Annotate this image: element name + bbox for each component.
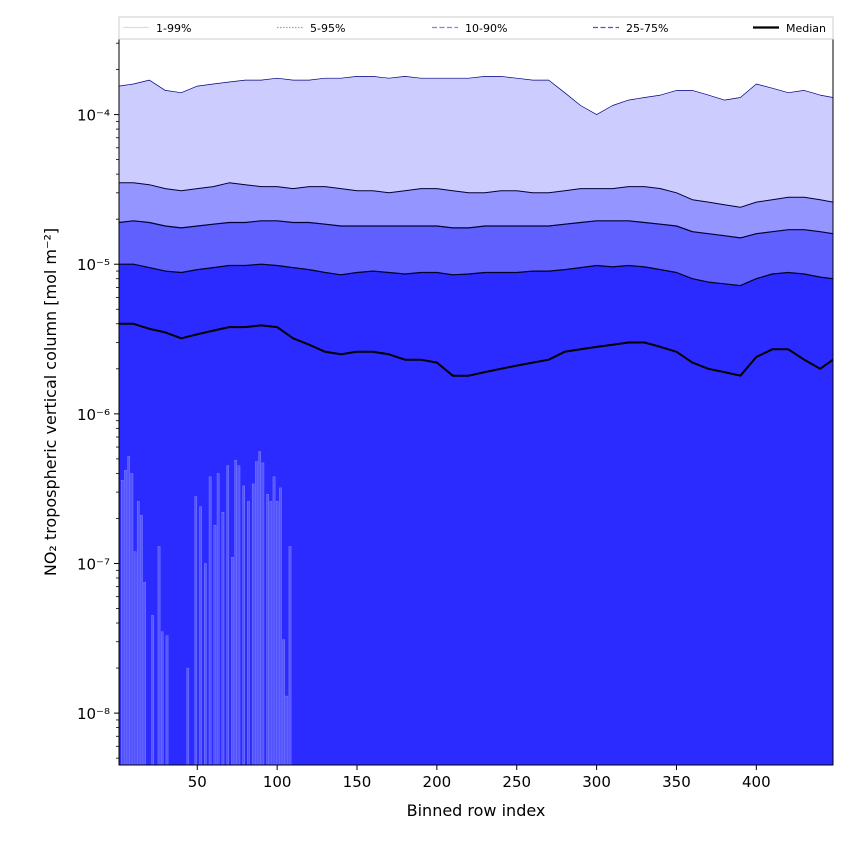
x-tick-label: 200	[423, 773, 452, 791]
x-tick-label: 250	[502, 773, 531, 791]
y-tick-label: 10⁻⁵	[77, 256, 110, 274]
low-percentile-spike	[133, 551, 137, 766]
legend-label: 5-95%	[310, 22, 345, 35]
low-percentile-spike	[165, 635, 169, 766]
low-percentile-spike	[279, 487, 282, 766]
low-percentile-spike	[151, 615, 154, 766]
low-percentile-spike	[140, 515, 143, 766]
legend: 1-99% 5-95% 10-90% 25-75% Median	[118, 16, 834, 40]
line-75	[118, 220, 834, 239]
band-10-90	[119, 182, 833, 238]
low-percentile-spike	[120, 480, 124, 766]
low-percentile-spike	[130, 473, 134, 766]
legend-box	[118, 16, 834, 40]
low-percentile-spike	[213, 525, 217, 766]
low-percentile-spike	[208, 476, 212, 766]
low-percentile-spike	[237, 465, 241, 766]
x-tick-label: 100	[263, 773, 292, 791]
low-percentile-spike	[143, 581, 146, 766]
low-percentile-spike	[272, 476, 276, 766]
low-percentile-spike	[275, 501, 279, 766]
x-tick-label: 350	[662, 773, 691, 791]
plot-area	[119, 76, 833, 766]
x-tick-label: 400	[742, 773, 771, 791]
legend-label: 1-99%	[156, 22, 191, 35]
low-percentile-spike	[255, 461, 258, 766]
low-percentile-spike	[261, 462, 265, 766]
line-25	[119, 263, 834, 287]
low-percentile-spike	[216, 473, 220, 766]
low-percentile-spike	[157, 546, 161, 766]
y-tick-label: 10⁻⁸	[77, 705, 110, 723]
y-axis-label: NO₂ tropospheric vertical column [mol m⁻…	[41, 228, 60, 576]
low-percentile-spike	[285, 695, 289, 766]
low-percentile-spike	[242, 485, 245, 766]
x-axis-label: Binned row index	[407, 801, 546, 820]
low-percentile-spike	[124, 470, 127, 766]
band-5-95	[119, 76, 833, 208]
x-tick-label: 150	[343, 773, 372, 791]
legend-label: 25-75%	[626, 22, 668, 35]
legend-label: Median	[786, 22, 826, 35]
low-percentile-spike	[266, 494, 269, 766]
low-percentile-spike	[231, 557, 234, 766]
low-percentile-spike	[269, 501, 273, 766]
low-percentile-spike	[234, 460, 238, 766]
low-percentile-spike	[186, 667, 190, 766]
low-percentile-spike	[282, 639, 285, 766]
low-percentile-spike	[160, 631, 164, 766]
line-95	[118, 76, 834, 115]
series-lines	[118, 76, 834, 377]
line-90	[119, 182, 834, 208]
low-percentile-spike	[136, 501, 140, 766]
line-median	[119, 322, 834, 377]
x-axis: 50 100 150 200 250 300 350 400	[188, 765, 771, 791]
low-percentile-spike	[199, 506, 202, 766]
low-percentile-spike	[194, 496, 198, 766]
low-percentile-spike	[288, 546, 292, 766]
x-tick-label: 50	[188, 773, 207, 791]
low-percentile-spike	[127, 456, 130, 766]
x-tick-label: 300	[582, 773, 611, 791]
low-percentile-spike	[221, 512, 225, 766]
low-percentile-spike	[251, 483, 255, 766]
y-tick-label: 10⁻⁶	[77, 406, 110, 424]
band-25-75	[119, 220, 833, 286]
low-percentile-spike	[247, 501, 250, 766]
legend-label: 10-90%	[465, 22, 507, 35]
band-below-25	[119, 264, 833, 765]
low-percentile-spike	[204, 563, 207, 766]
low-percentile-spike	[258, 451, 261, 766]
low-percentile-spike	[226, 465, 230, 766]
y-tick-label: 10⁻⁴	[77, 107, 110, 125]
y-tick-label: 10⁻⁷	[77, 555, 110, 573]
y-axis: 10⁻⁸ 10⁻⁷ 10⁻⁶ 10⁻⁵ 10⁻⁴	[77, 42, 119, 759]
